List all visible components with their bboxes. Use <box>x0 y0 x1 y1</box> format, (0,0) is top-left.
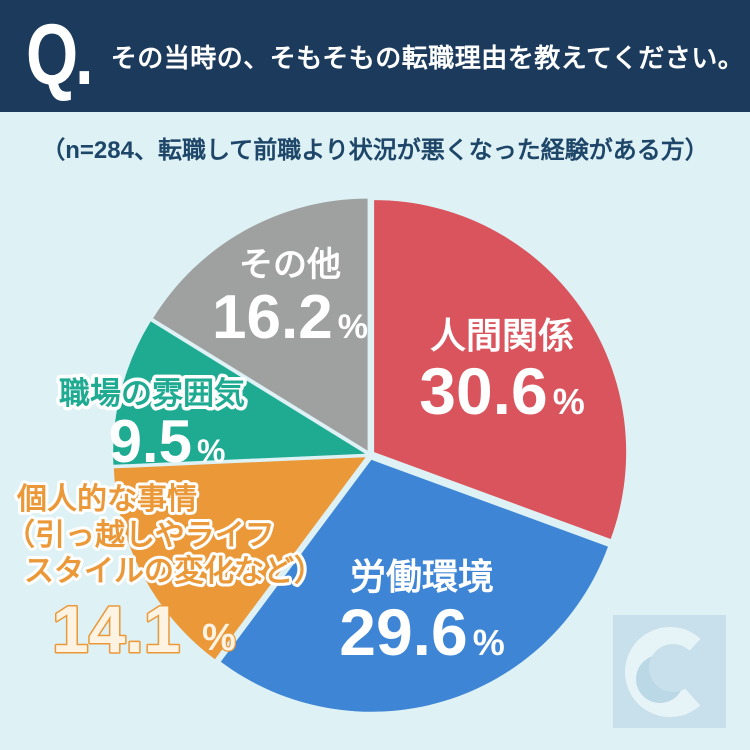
watermark-c-icon <box>625 627 715 717</box>
segment-label-personal-line1: 個人的な事情 <box>16 483 197 516</box>
question-header: Q. その当時の、そもそもの転職理由を教えてください。 <box>0 0 750 112</box>
q-logo: Q. <box>26 7 94 104</box>
segment-value-workplace-atmosphere: 9.5% <box>82 410 252 472</box>
segment-value-personal: 14.1 <box>52 592 180 666</box>
pie-slice-1 <box>220 459 609 712</box>
pie-slice-3 <box>113 321 366 465</box>
segment-name: その他 <box>239 246 341 284</box>
page-title: その当時の、そもそもの転職理由を教えてください。 <box>110 42 745 73</box>
brand-watermark <box>613 615 726 728</box>
segment-name: 労働環境 <box>349 556 494 597</box>
segment-value: 16.2% <box>212 283 368 353</box>
segment-label-workplace-atmosphere: 職場の雰囲気 <box>59 376 245 411</box>
segment-percent-sign-personal: % <box>202 617 236 659</box>
pie-slice-0 <box>374 200 627 539</box>
pie-slice-2 <box>113 457 366 660</box>
segment-value: 30.6% <box>419 354 585 429</box>
pie-slices <box>113 198 627 712</box>
segment-value: 29.6% <box>339 595 505 670</box>
segment-label-work-environment: 労働環境 29.6% <box>302 556 542 665</box>
segment-label-other: その他 16.2% <box>160 246 420 349</box>
segment-label-relationships: 人間関係 30.6% <box>382 315 622 424</box>
sample-note: （n=284、転職して前職より状況が悪くなった経験がある方） <box>41 137 709 164</box>
segment-name: 人間関係 <box>429 315 574 356</box>
segment-label-personal-line3: スタイルの変化など） <box>24 554 324 588</box>
segment-label-personal-line2: （引っ越しやライフ <box>5 518 275 552</box>
pie-outlined-labels: 職場の雰囲気 個人的な事情 （引っ越しやライフ スタイルの変化など） 14.1 … <box>2 373 327 668</box>
segment-value: 9.5% <box>108 408 226 475</box>
pie-slice-4 <box>153 198 368 451</box>
watermark-crescent-mask <box>649 644 697 692</box>
